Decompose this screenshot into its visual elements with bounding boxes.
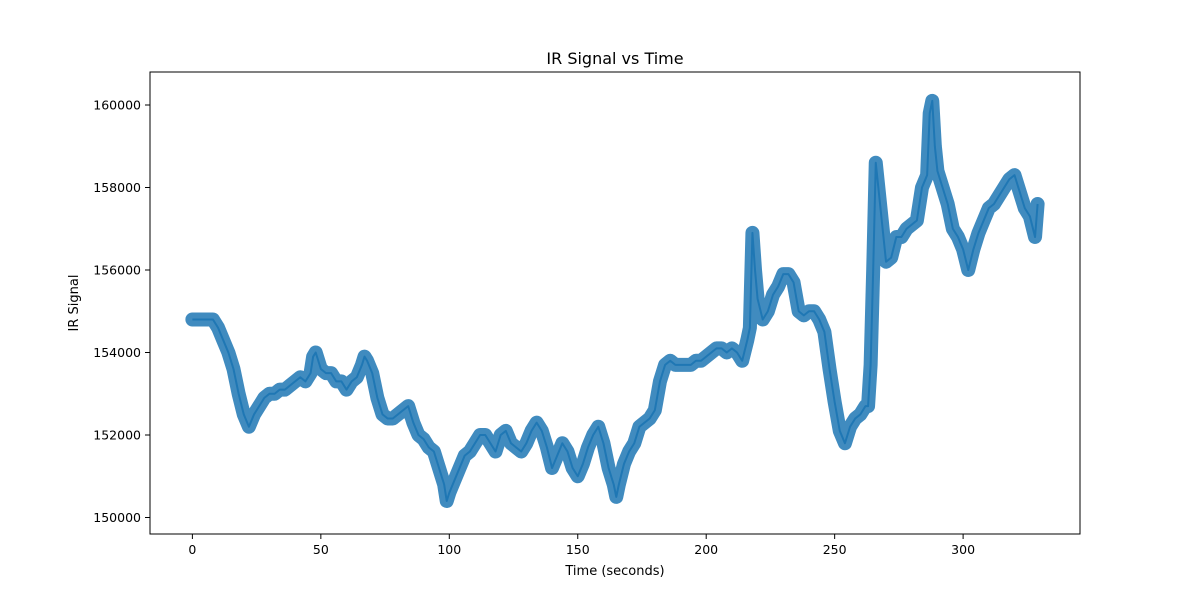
y-tick-label: 156000 xyxy=(93,263,141,278)
y-tick-label: 152000 xyxy=(93,428,141,443)
y-axis-label: IR Signal xyxy=(67,275,82,332)
series-layer xyxy=(185,93,1045,508)
y-axis: 150000 152000 154000 156000 158000 160000 xyxy=(93,98,150,525)
x-axis: 0 50 100 150 200 250 300 xyxy=(188,534,975,557)
y-tick-label: 160000 xyxy=(93,98,141,113)
y-tick-label: 154000 xyxy=(93,345,141,360)
x-tick-label: 200 xyxy=(694,542,718,557)
x-tick-label: 150 xyxy=(566,542,590,557)
series-line xyxy=(192,99,1039,502)
y-tick-label: 158000 xyxy=(93,180,141,195)
x-tick-label: 50 xyxy=(313,542,329,557)
x-tick-label: 100 xyxy=(437,542,461,557)
x-axis-label: Time (seconds) xyxy=(564,564,664,579)
x-tick-label: 300 xyxy=(951,542,975,557)
chart-title: IR Signal vs Time xyxy=(546,49,683,68)
plot-area xyxy=(149,71,1081,535)
y-tick-label: 150000 xyxy=(93,510,141,525)
x-tick-label: 250 xyxy=(823,542,847,557)
x-tick-label: 0 xyxy=(188,542,196,557)
